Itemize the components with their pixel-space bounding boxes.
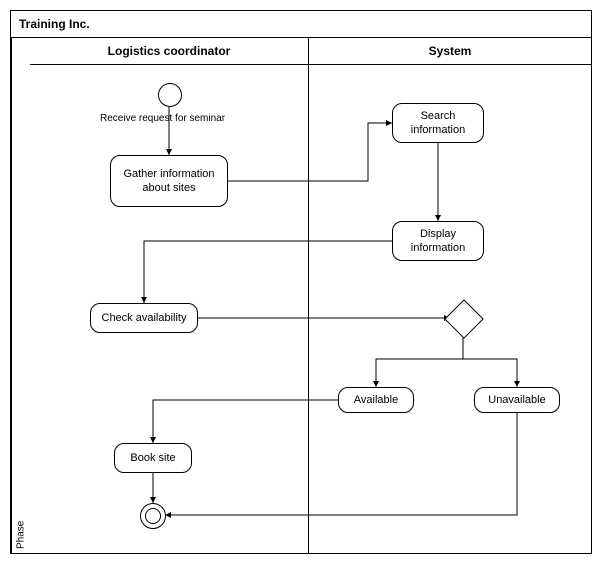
edge-decision-available <box>376 335 463 387</box>
activity-gather: Gather information about sites <box>110 155 228 207</box>
end-node <box>140 503 166 529</box>
caption-start_caption: Receive request for seminar <box>100 113 225 124</box>
decision-node <box>444 299 484 339</box>
edge-unavailable-end <box>165 413 517 515</box>
activity-search: Search information <box>392 103 484 143</box>
start-node <box>158 83 182 107</box>
activity-display: Display information <box>392 221 484 261</box>
activity-book: Book site <box>114 443 192 473</box>
lane-headers: Logistics coordinatorSystem <box>30 38 591 65</box>
diagram-title: Training Inc. <box>11 11 591 38</box>
activity-unavailable: Unavailable <box>474 387 560 413</box>
swimlane-area: Phase Logistics coordinatorSystem Receiv… <box>11 38 591 553</box>
activity-diagram: Training Inc. Phase Logistics coordinato… <box>10 10 592 554</box>
end-inner <box>145 508 161 524</box>
phase-label: Phase <box>11 38 30 553</box>
edge-display-check <box>144 241 392 303</box>
activity-available: Available <box>338 387 414 413</box>
edge-gather-search <box>228 123 392 181</box>
lane-header-lane1: Logistics coordinator <box>30 38 309 64</box>
lane-divider <box>308 65 309 553</box>
lanes-container: Logistics coordinatorSystem Receive requ… <box>30 38 591 553</box>
chart-area: Receive request for seminar Gather inform… <box>30 65 591 553</box>
edge-available-book <box>153 400 338 443</box>
edge-decision-unavailable <box>463 335 517 387</box>
activity-check: Check availability <box>90 303 198 333</box>
lane-header-lane2: System <box>309 38 591 64</box>
